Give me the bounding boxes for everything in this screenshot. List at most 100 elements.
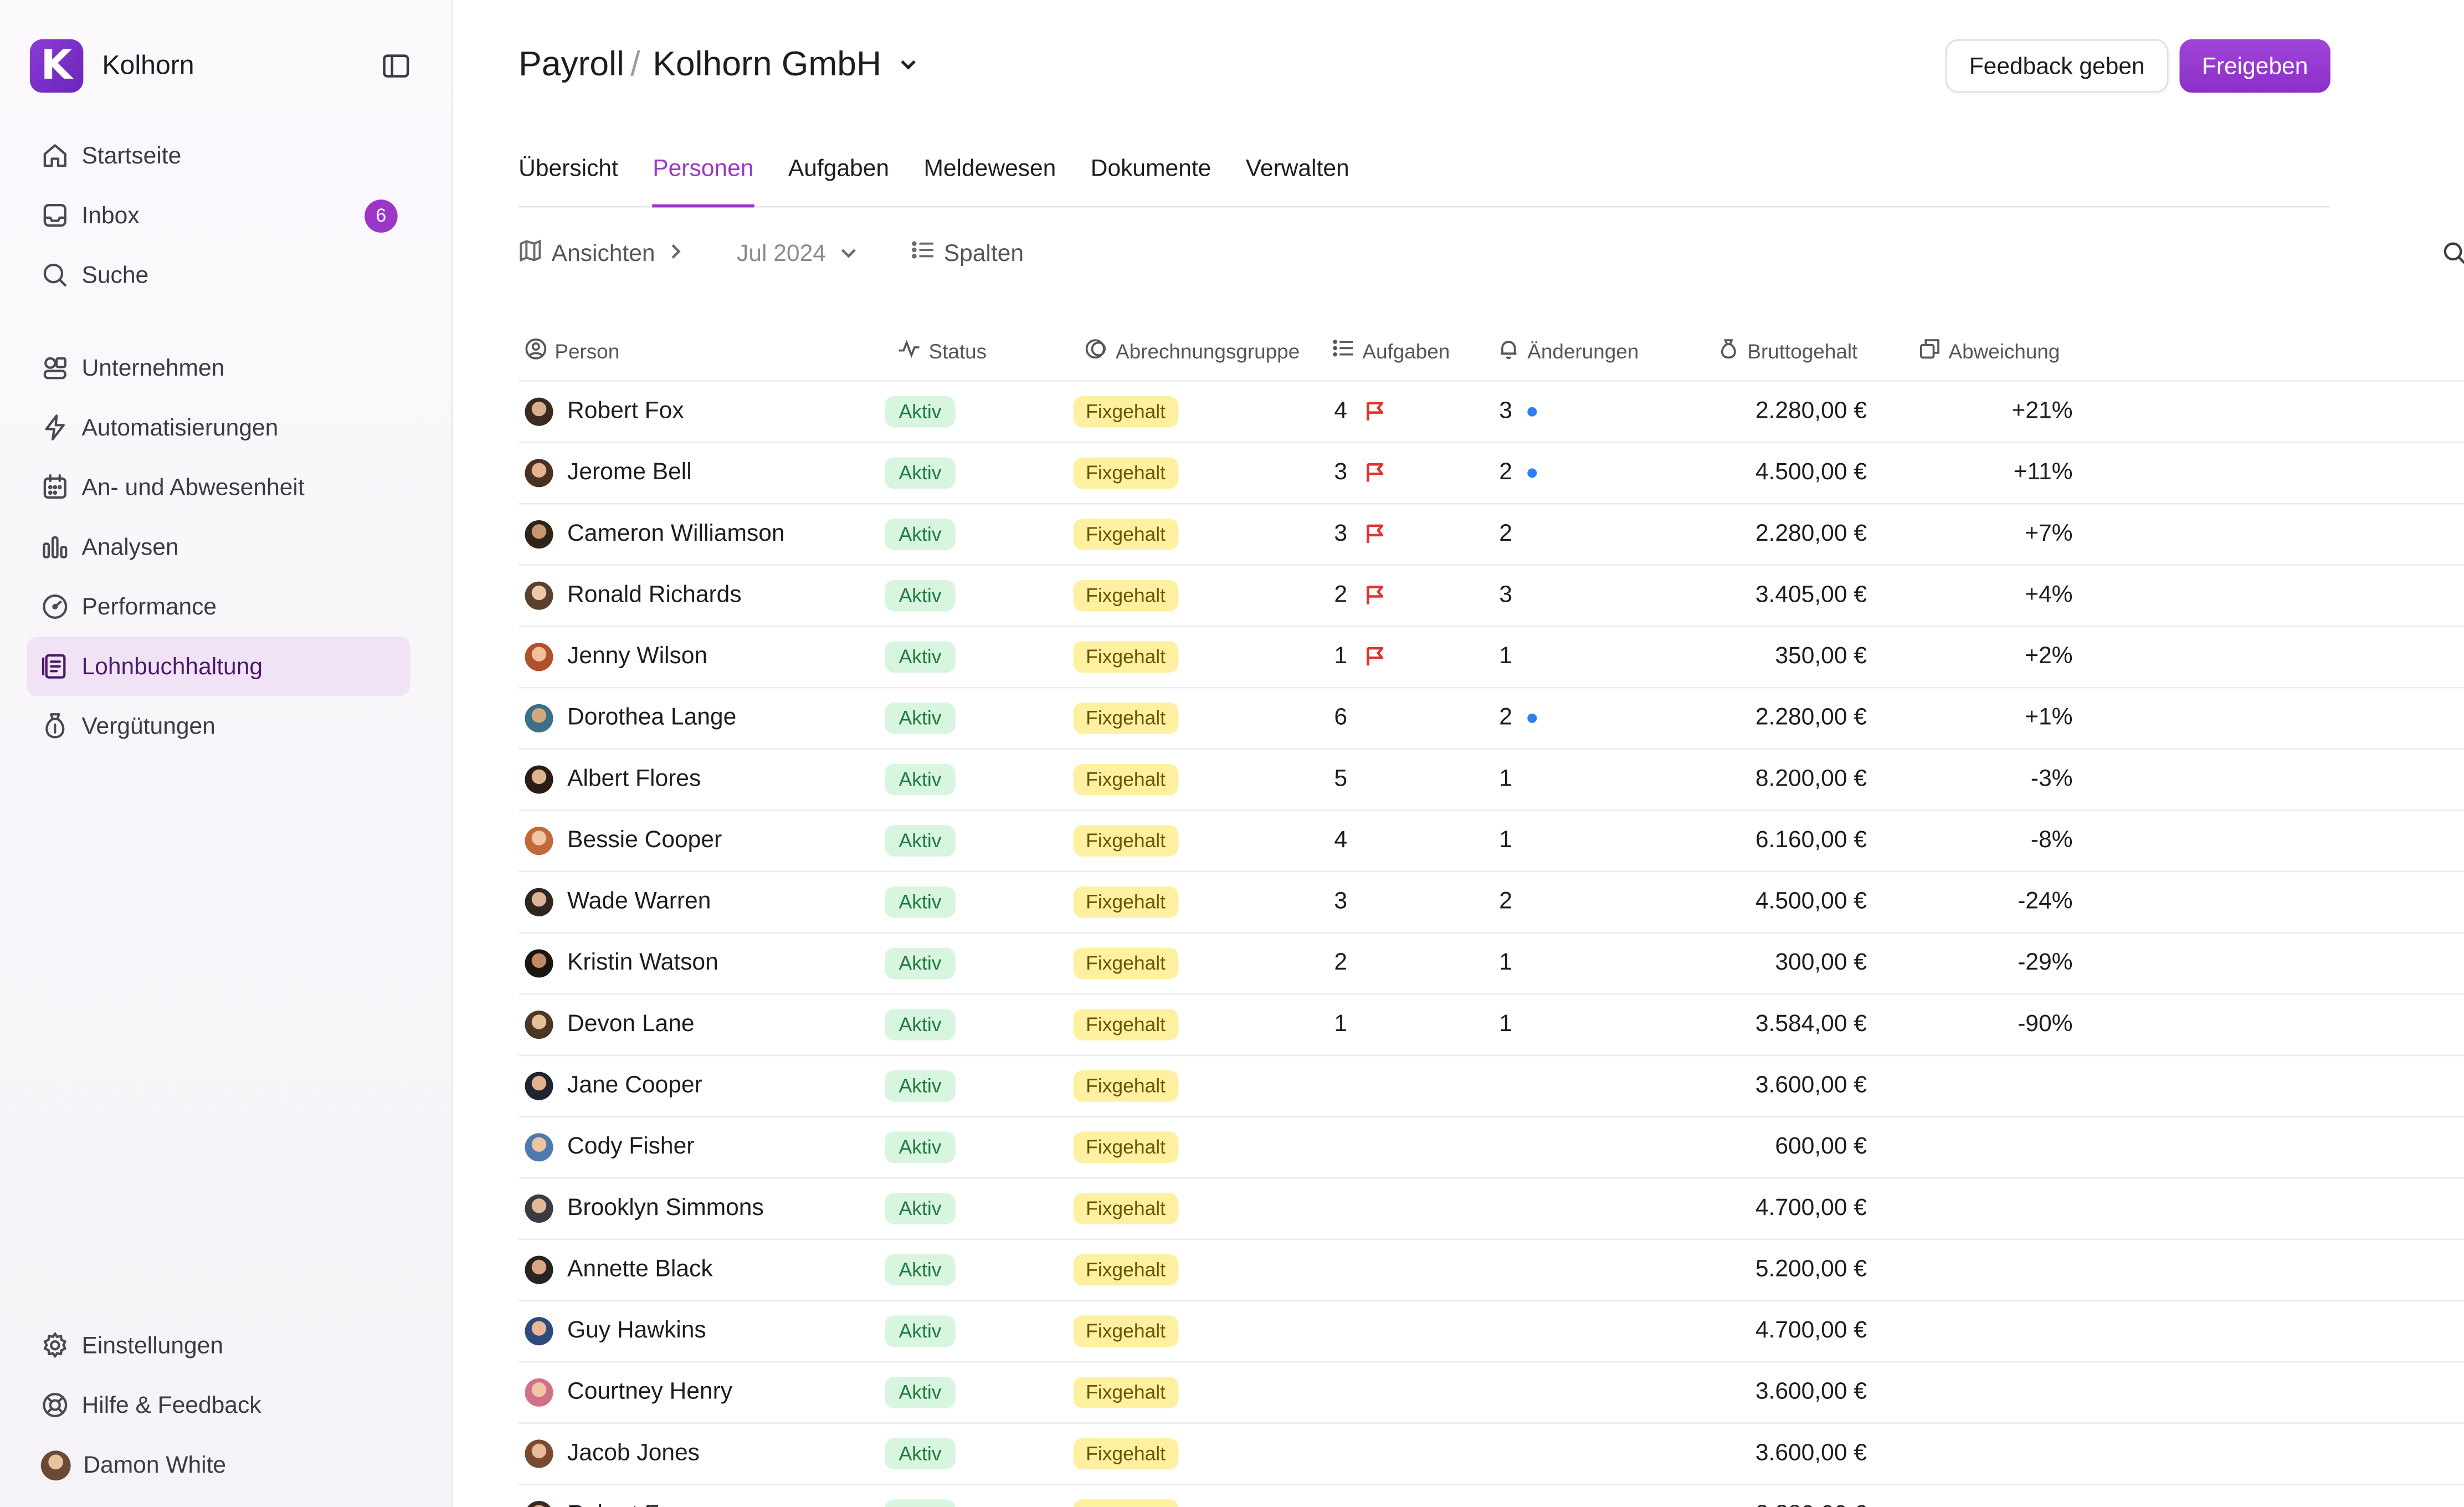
sidebar-item-performance[interactable]: Performance — [27, 577, 410, 637]
sidebar-item-an-und-abwesenheit[interactable]: An- und Abwesenheit — [27, 457, 410, 517]
sidebar-item-unternehmen[interactable]: Unternehmen — [27, 338, 410, 398]
person-cell[interactable]: Jenny Wilson — [525, 627, 707, 685]
person-cell[interactable]: Dorothea Lange — [525, 688, 736, 746]
table-row[interactable]: Jacob Jones Aktiv Fixgehalt 3.600,00 € — [519, 1424, 2464, 1485]
month-selector[interactable]: Jul 2024 — [737, 240, 867, 266]
tasks-cell: 3 — [1334, 443, 1385, 501]
tab-verwalten[interactable]: Verwalten — [1245, 155, 1349, 183]
pulse-icon — [897, 337, 929, 363]
group-cell: Fixgehalt — [1073, 750, 1178, 808]
person-cell[interactable]: Robert Fox — [525, 1485, 684, 1507]
group-cell: Fixgehalt — [1073, 1240, 1178, 1298]
table-row[interactable]: Jane Cooper Aktiv Fixgehalt 3.600,00 € — [519, 1056, 2464, 1118]
sidebar-item-startseite[interactable]: Startseite — [27, 126, 410, 186]
tab-dokumente[interactable]: Dokumente — [1090, 155, 1212, 183]
feedback-button[interactable]: Feedback geben — [1945, 39, 2169, 93]
inbox-count-badge: 6 — [365, 198, 398, 232]
column-header-deviation[interactable]: Abweichung — [1919, 337, 2060, 363]
organization-name[interactable]: Kolhorn GmbH — [653, 44, 882, 84]
person-cell[interactable]: Albert Flores — [525, 750, 701, 808]
sidebar-item-inbox[interactable]: Inbox 6 — [27, 186, 410, 245]
table-row[interactable]: Albert Flores Aktiv Fixgehalt 5 1 8.200,00 € -… — [519, 750, 2464, 811]
status-cell: Aktiv — [885, 811, 956, 869]
person-cell[interactable]: Jacob Jones — [525, 1424, 700, 1482]
tab-meldewesen[interactable]: Meldewesen — [923, 155, 1056, 183]
deviation-value: -29% — [2018, 949, 2073, 976]
columns-label: Spalten — [943, 239, 1024, 266]
person-cell[interactable]: Robert Fox — [525, 382, 684, 440]
column-header-tasks[interactable]: Aufgaben — [1333, 338, 1450, 363]
tasks-cell: 2 — [1334, 566, 1385, 624]
changes-count: 1 — [1499, 827, 1512, 854]
brand[interactable]: K Kolhorn — [29, 39, 194, 93]
sidebar-item-label: Analysen — [81, 534, 179, 561]
person-cell[interactable]: Annette Black — [525, 1240, 713, 1298]
table-row[interactable]: Ronald Richards Aktiv Fixgehalt 2 3 3.405,00 … — [519, 566, 2464, 627]
table-row[interactable]: Bessie Cooper Aktiv Fixgehalt 4 1 6.160,00 € -… — [519, 811, 2464, 873]
person-cell[interactable]: Jerome Bell — [525, 443, 692, 501]
chevron-right-icon — [668, 240, 692, 266]
table-row[interactable]: Cameron Williamson Aktiv Fixgehalt 3 2 2.280,… — [519, 505, 2464, 566]
gross-salary: 3.600,00 € — [1755, 1072, 1867, 1099]
person-cell[interactable]: Bessie Cooper — [525, 811, 722, 869]
sidebar-item-suche[interactable]: Suche — [27, 245, 410, 305]
sidebar-item-analysen[interactable]: Analysen — [27, 517, 410, 577]
sidebar-item-lohnbuchhaltung[interactable]: Lohnbuchhaltung — [27, 636, 410, 696]
column-header-changes[interactable]: Änderungen — [1497, 337, 1639, 363]
sidebar-item-hilfe-feedback[interactable]: Hilfe & Feedback — [27, 1375, 410, 1435]
tab-aufgaben[interactable]: Aufgaben — [788, 155, 890, 183]
person-cell[interactable]: Wade Warren — [525, 872, 711, 930]
person-cell[interactable]: Cameron Williamson — [525, 505, 785, 563]
person-cell[interactable]: Guy Hawkins — [525, 1301, 706, 1360]
tab-übersicht[interactable]: Übersicht — [519, 155, 618, 183]
table-row[interactable]: Kristin Watson Aktiv Fixgehalt 2 1 300,00 € -2… — [519, 934, 2464, 995]
column-header-gross[interactable]: Bruttogehalt — [1718, 337, 1857, 363]
lifebuoy-icon — [41, 1391, 82, 1419]
sidebar-item-label: Damon White — [83, 1451, 227, 1478]
status-badge: Aktiv — [885, 1498, 956, 1507]
sidebar-item-damon-white[interactable]: Damon White — [27, 1435, 410, 1495]
table-row[interactable]: Brooklyn Simmons Aktiv Fixgehalt 4.700,00 € — [519, 1179, 2464, 1241]
table-row[interactable]: Jerome Bell Aktiv Fixgehalt 3 2 4.500,00 € +11… — [519, 443, 2464, 505]
sidebar-item-einstellungen[interactable]: Einstellungen — [27, 1315, 410, 1375]
status-badge: Aktiv — [885, 579, 956, 611]
person-cell[interactable]: Ronald Richards — [525, 566, 742, 624]
breadcrumb-root[interactable]: Payroll — [519, 44, 624, 84]
table-row[interactable]: Robert Fox Aktiv Fixgehalt 4 3 2.280,00 € +21% — [519, 382, 2464, 443]
sidebar-toggle-icon[interactable] — [382, 53, 410, 78]
table-row[interactable]: Courtney Henry Aktiv Fixgehalt 3.600,00 € — [519, 1362, 2464, 1424]
person-cell[interactable]: Devon Lane — [525, 995, 695, 1053]
release-button[interactable]: Freigeben — [2179, 39, 2330, 93]
views-dropdown[interactable]: Ansichten — [519, 238, 693, 268]
home-icon — [41, 141, 82, 170]
table-row[interactable]: Annette Black Aktiv Fixgehalt 5.200,00 € — [519, 1240, 2464, 1301]
table-row[interactable]: Cody Fisher Aktiv Fixgehalt 600,00 € — [519, 1118, 2464, 1179]
person-cell[interactable]: Brooklyn Simmons — [525, 1179, 764, 1237]
person-cell[interactable]: Kristin Watson — [525, 934, 718, 992]
group-badge: Fixgehalt — [1073, 701, 1178, 734]
deviation-cell — [1933, 1301, 2072, 1360]
group-badge: Fixgehalt — [1073, 457, 1178, 488]
sidebar-item-automatisierungen[interactable]: Automatisierungen — [27, 398, 410, 458]
column-header-person[interactable]: Person — [525, 337, 619, 363]
person-cell[interactable]: Courtney Henry — [525, 1362, 732, 1421]
table-row[interactable]: Guy Hawkins Aktiv Fixgehalt 4.700,00 € — [519, 1301, 2464, 1363]
column-header-group[interactable]: Abrechnungsgruppe — [1084, 337, 1300, 363]
table-row[interactable]: Dorothea Lange Aktiv Fixgehalt 6 2 2.280,00 €… — [519, 688, 2464, 750]
column-header-status[interactable]: Status — [897, 337, 987, 363]
table-row[interactable]: Wade Warren Aktiv Fixgehalt 3 2 4.500,00 € -24… — [519, 872, 2464, 934]
table-row[interactable]: Jenny Wilson Aktiv Fixgehalt 1 1 350,00 € +2% — [519, 627, 2464, 689]
month-label: Jul 2024 — [737, 239, 826, 266]
person-name: Bessie Cooper — [567, 827, 722, 854]
sidebar-item-vergütungen[interactable]: Vergütungen — [27, 696, 410, 756]
person-name: Devon Lane — [567, 1010, 695, 1038]
person-cell[interactable]: Cody Fisher — [525, 1118, 694, 1176]
table-row[interactable]: Robert Fox Aktiv Fixgehalt 2.280,00 € — [519, 1485, 2464, 1507]
chevron-down-icon[interactable] — [881, 44, 919, 85]
columns-button[interactable]: Spalten — [911, 239, 1024, 267]
table-row[interactable]: Devon Lane Aktiv Fixgehalt 1 1 3.584,00 € -90% — [519, 995, 2464, 1057]
tab-personen[interactable]: Personen — [653, 154, 754, 208]
table-search-icon[interactable] — [2442, 240, 2464, 272]
unread-dot-icon — [1528, 406, 1538, 416]
person-cell[interactable]: Jane Cooper — [525, 1056, 702, 1114]
